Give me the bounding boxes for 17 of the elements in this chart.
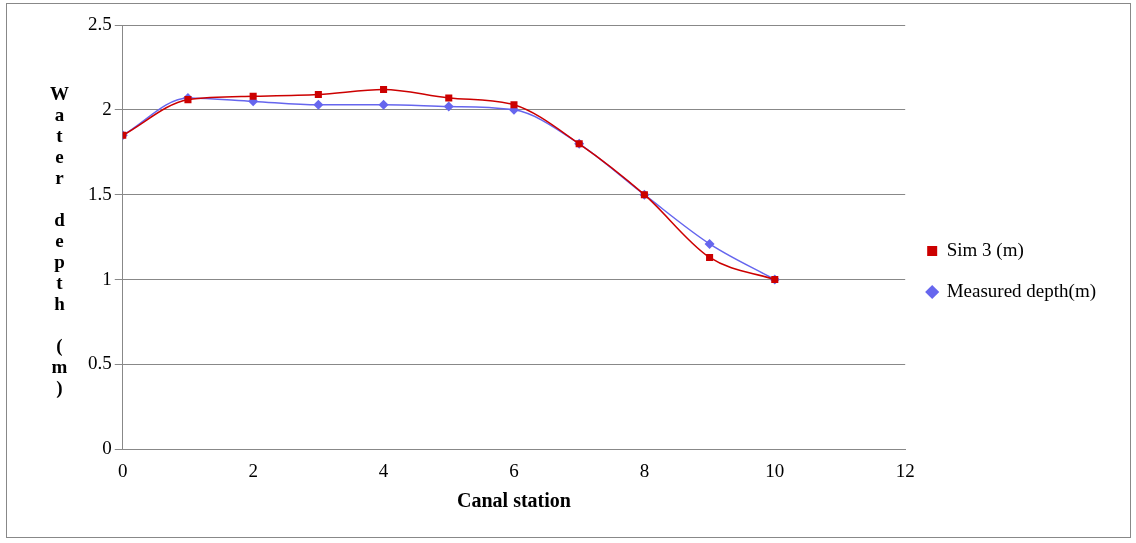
legend-label: Measured depth(m) xyxy=(946,279,1096,302)
legend-label: Sim 3 (m) xyxy=(946,238,1024,261)
x-tick-label: 0 xyxy=(118,459,128,481)
x-tick-label: 10 xyxy=(765,459,785,481)
x-tick-label: 12 xyxy=(895,459,915,481)
y-tick-label: 1 xyxy=(102,267,112,289)
y-tick-label: 0.5 xyxy=(88,352,112,374)
x-tick-label: 2 xyxy=(248,459,258,481)
x-axis-title: Canal station xyxy=(457,489,571,512)
y-tick-label: 2.5 xyxy=(88,12,112,34)
x-tick-label: 4 xyxy=(378,459,389,481)
y-tick-label: 1.5 xyxy=(88,182,112,204)
y-tick-label: 0 xyxy=(102,437,112,459)
y-axis-title: Water depth (m) xyxy=(48,81,71,400)
x-tick-label: 6 xyxy=(509,459,519,481)
x-tick-label: 8 xyxy=(639,459,650,481)
y-tick-label: 2 xyxy=(102,97,112,119)
